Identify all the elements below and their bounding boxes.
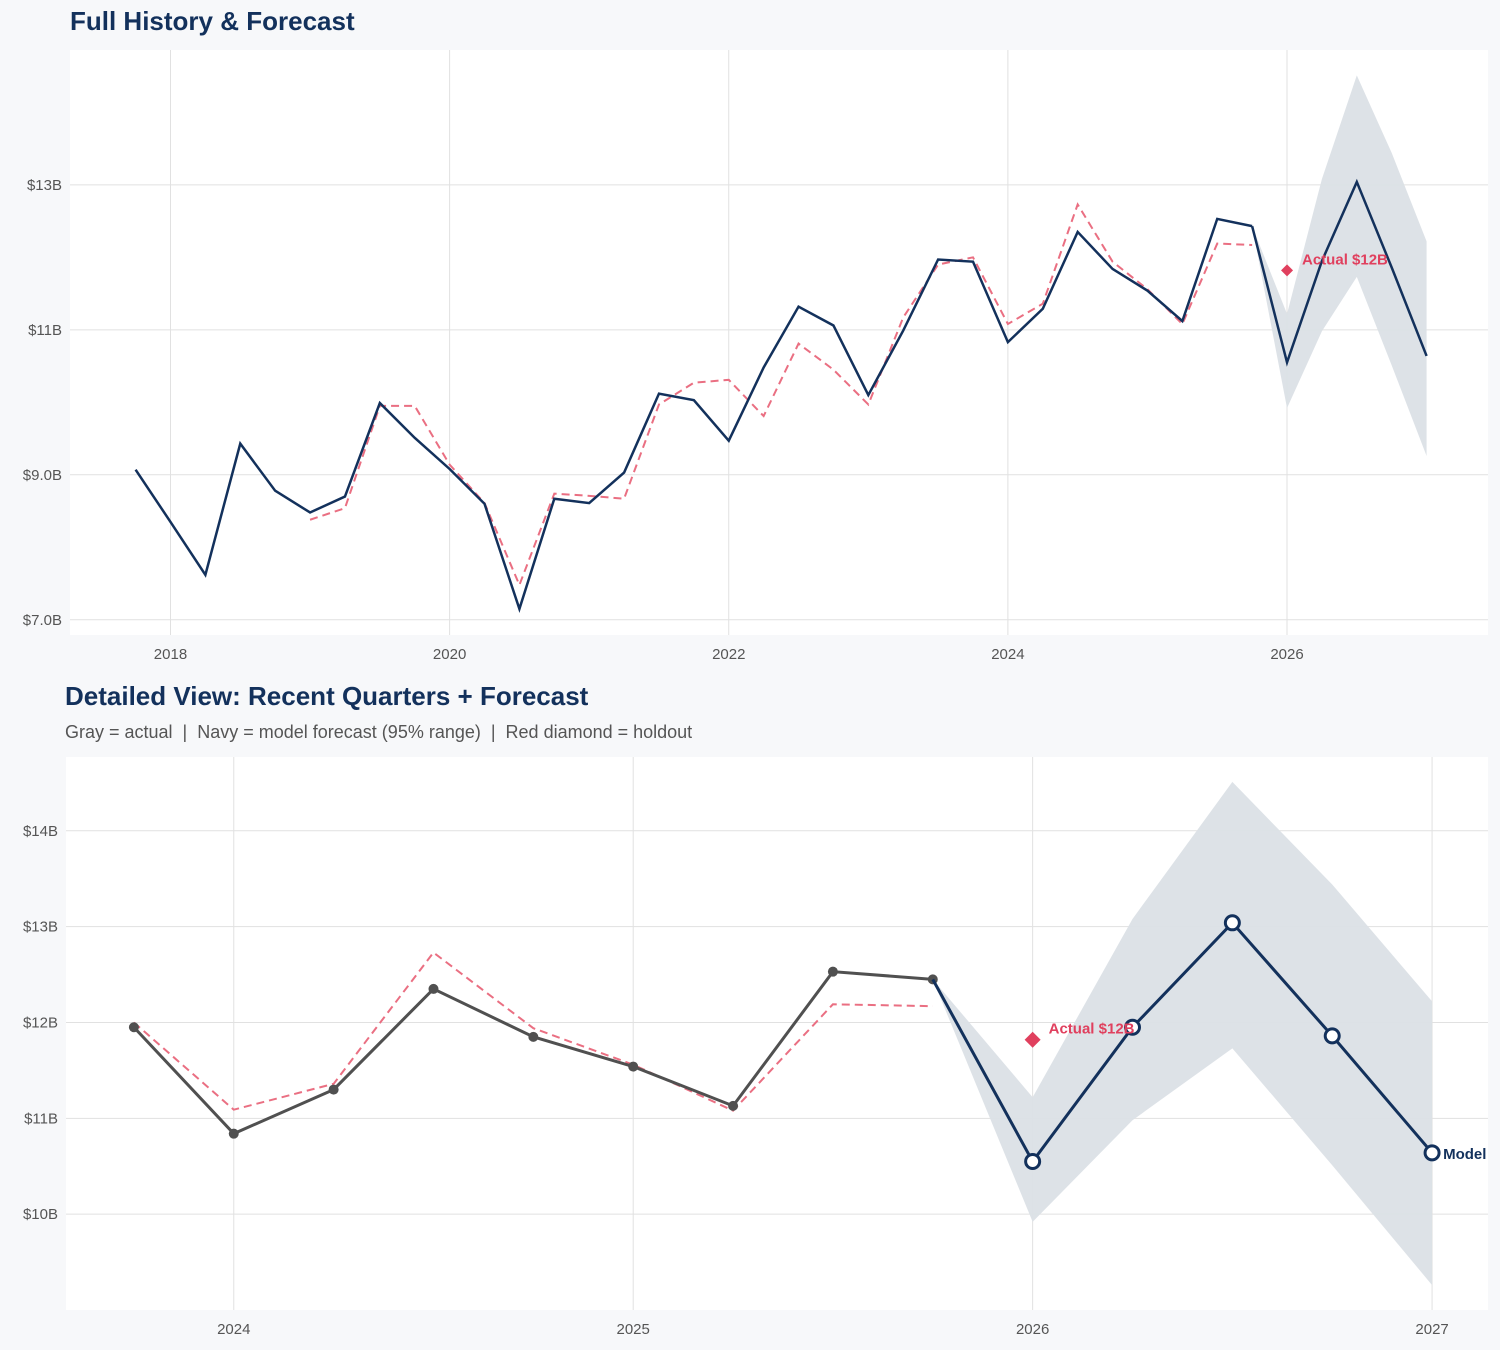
chart-1-holdout-diamond [1281, 264, 1294, 277]
chart-2-forecast-point [1124, 1018, 1141, 1036]
chart-2-actual-point [228, 1128, 239, 1139]
chart-2-forecast-line [931, 920, 1434, 1165]
chart-1-y-tick-label: $7.0B [23, 612, 62, 629]
chart-2-x-tick-label: 2025 [617, 1321, 650, 1338]
chart-2-x-tick-label: 2024 [217, 1321, 250, 1338]
chart-2-y-tick-label: $12B [23, 1014, 58, 1031]
chart-2-y-tick-label: $14B [23, 823, 58, 840]
chart-1-x-tick-label: 2024 [991, 646, 1024, 663]
chart-1-x-tick-label: 2026 [1270, 646, 1303, 663]
chart-1-y-tick-label: $11B [28, 322, 62, 339]
chart-2-forecast-point [1223, 914, 1241, 932]
chart-2-subtitle: Gray = actual | Navy = model forecast (9… [65, 722, 693, 742]
chart-1-x-tick-label: 2018 [154, 646, 187, 663]
chart-1-actual-series-line [134, 217, 1253, 613]
chart-2-x-tick-label: 2027 [1415, 1321, 1448, 1338]
chart-2-dashed-series-line [133, 951, 933, 1112]
chart-2-actual-point [528, 1031, 539, 1042]
chart-2-model-end-label: Model [1443, 1146, 1486, 1163]
chart-2-actual-point [328, 1084, 339, 1095]
chart-2-actual-point [128, 1022, 139, 1033]
chart-1-dashed-series-line [309, 202, 1253, 588]
chart-1-x-tick-label: 2022 [712, 646, 745, 663]
chart-1-title: Full History & Forecast [70, 6, 355, 36]
chart-1-x-tick-label: 2020 [433, 646, 466, 663]
chart-2-actual-point [827, 966, 838, 977]
chart-2-forecast-point [1024, 1152, 1042, 1170]
chart-2-forecast-point [1323, 1027, 1341, 1045]
chart-2-y-tick-label: $11B [24, 1110, 58, 1127]
chart-2-y-tick-label: $10B [23, 1206, 58, 1223]
chart-2-actual-point [428, 983, 439, 994]
chart-1-y-tick-label: $13B [27, 177, 62, 194]
chart-2-holdout-label: Actual $12B [1049, 1021, 1135, 1038]
chart-2-title: Detailed View: Recent Quarters + Forecas… [65, 681, 589, 711]
chart-2-actual-point [728, 1100, 739, 1111]
chart-2-forecast-point [1423, 1144, 1441, 1162]
chart-1-forecast-line [1250, 178, 1428, 367]
chart-2-forecast-band [932, 781, 1433, 1286]
chart-2-actual-point [628, 1061, 639, 1072]
chart-1-forecast-band [1252, 75, 1427, 456]
chart-2-x-tick-label: 2026 [1016, 1321, 1049, 1338]
chart-1-holdout-label: Actual $12B [1302, 251, 1388, 268]
chart-1-y-tick-label: $9.0B [23, 467, 62, 484]
chart-2-holdout-diamond [1024, 1031, 1041, 1048]
chart-2-y-tick-label: $13B [23, 919, 58, 936]
